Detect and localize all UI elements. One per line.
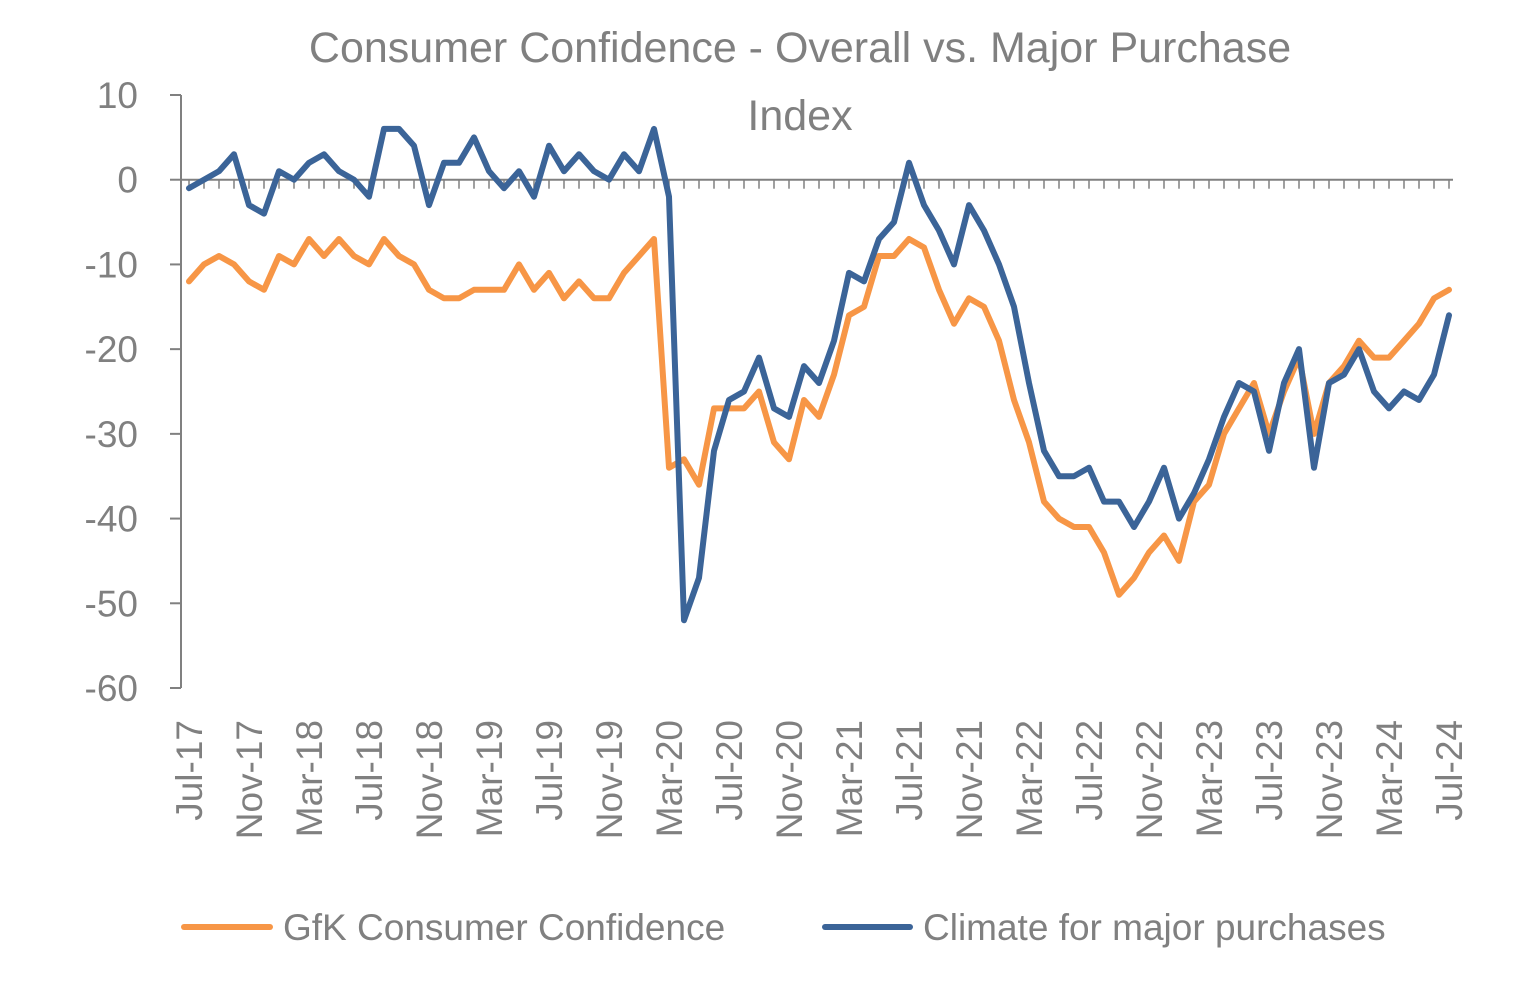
- x-tick-label: Nov-20: [769, 720, 810, 839]
- series-line-gfk-consumer-confidence: [186, 236, 1452, 598]
- y-tick-label: -10: [85, 244, 138, 285]
- x-tick-label: Nov-21: [949, 720, 990, 839]
- x-tick-label: Jul-21: [889, 720, 930, 821]
- x-tick-label: Jul-24: [1429, 720, 1470, 821]
- x-tick-label: Jul-17: [169, 720, 210, 821]
- y-tick-label: -20: [85, 329, 138, 370]
- x-tick-label: Nov-23: [1309, 720, 1350, 839]
- y-tick-label: -30: [85, 414, 138, 455]
- x-tick-label: Mar-20: [649, 720, 690, 837]
- x-tick-label: Mar-22: [1009, 720, 1050, 837]
- y-tick-labels: 10 0 -10 -20 -30 -40 -50 -60: [85, 75, 138, 709]
- series-lines: [186, 125, 1452, 624]
- x-tick-label: Nov-18: [409, 720, 450, 839]
- x-tick-label: Mar-24: [1369, 720, 1410, 837]
- y-tick-label: -40: [85, 499, 138, 540]
- x-tick-label: Mar-19: [469, 720, 510, 837]
- axes: [170, 94, 1453, 689]
- x-tick-label: Nov-19: [589, 720, 630, 839]
- x-tick-label: Jul-20: [709, 720, 750, 821]
- x-tick-label: Jul-22: [1069, 720, 1110, 821]
- x-tick-label: Mar-21: [829, 720, 870, 837]
- legend: GfK Consumer Confidence Climate for major…: [181, 907, 1386, 948]
- y-tick-label: 0: [117, 160, 138, 201]
- chart-title: Consumer Confidence - Overall vs. Major …: [309, 24, 1291, 72]
- y-tick-label: 10: [97, 75, 138, 116]
- y-tick-label: -50: [85, 583, 138, 624]
- x-tick-label: Mar-18: [289, 720, 330, 837]
- legend-label: GfK Consumer Confidence: [283, 907, 725, 948]
- chart-title-line-2: Index: [747, 92, 853, 140]
- x-tick-label: Nov-22: [1129, 720, 1170, 839]
- legend-label: Climate for major purchases: [923, 907, 1386, 948]
- x-tick-label: Nov-17: [229, 720, 270, 839]
- x-tick-label: Jul-19: [529, 720, 570, 821]
- series-line-climate-major-purchases: [186, 125, 1452, 624]
- y-tick-label: -60: [85, 668, 138, 709]
- x-tick-label: Jul-18: [349, 720, 390, 821]
- x-tick-labels: Jul-17 Nov-17 Mar-18 Jul-18 Nov-18 Mar-19 Jul-…: [169, 720, 1470, 839]
- x-tick-label: Mar-23: [1189, 720, 1230, 837]
- x-tick-label: Jul-23: [1249, 720, 1290, 821]
